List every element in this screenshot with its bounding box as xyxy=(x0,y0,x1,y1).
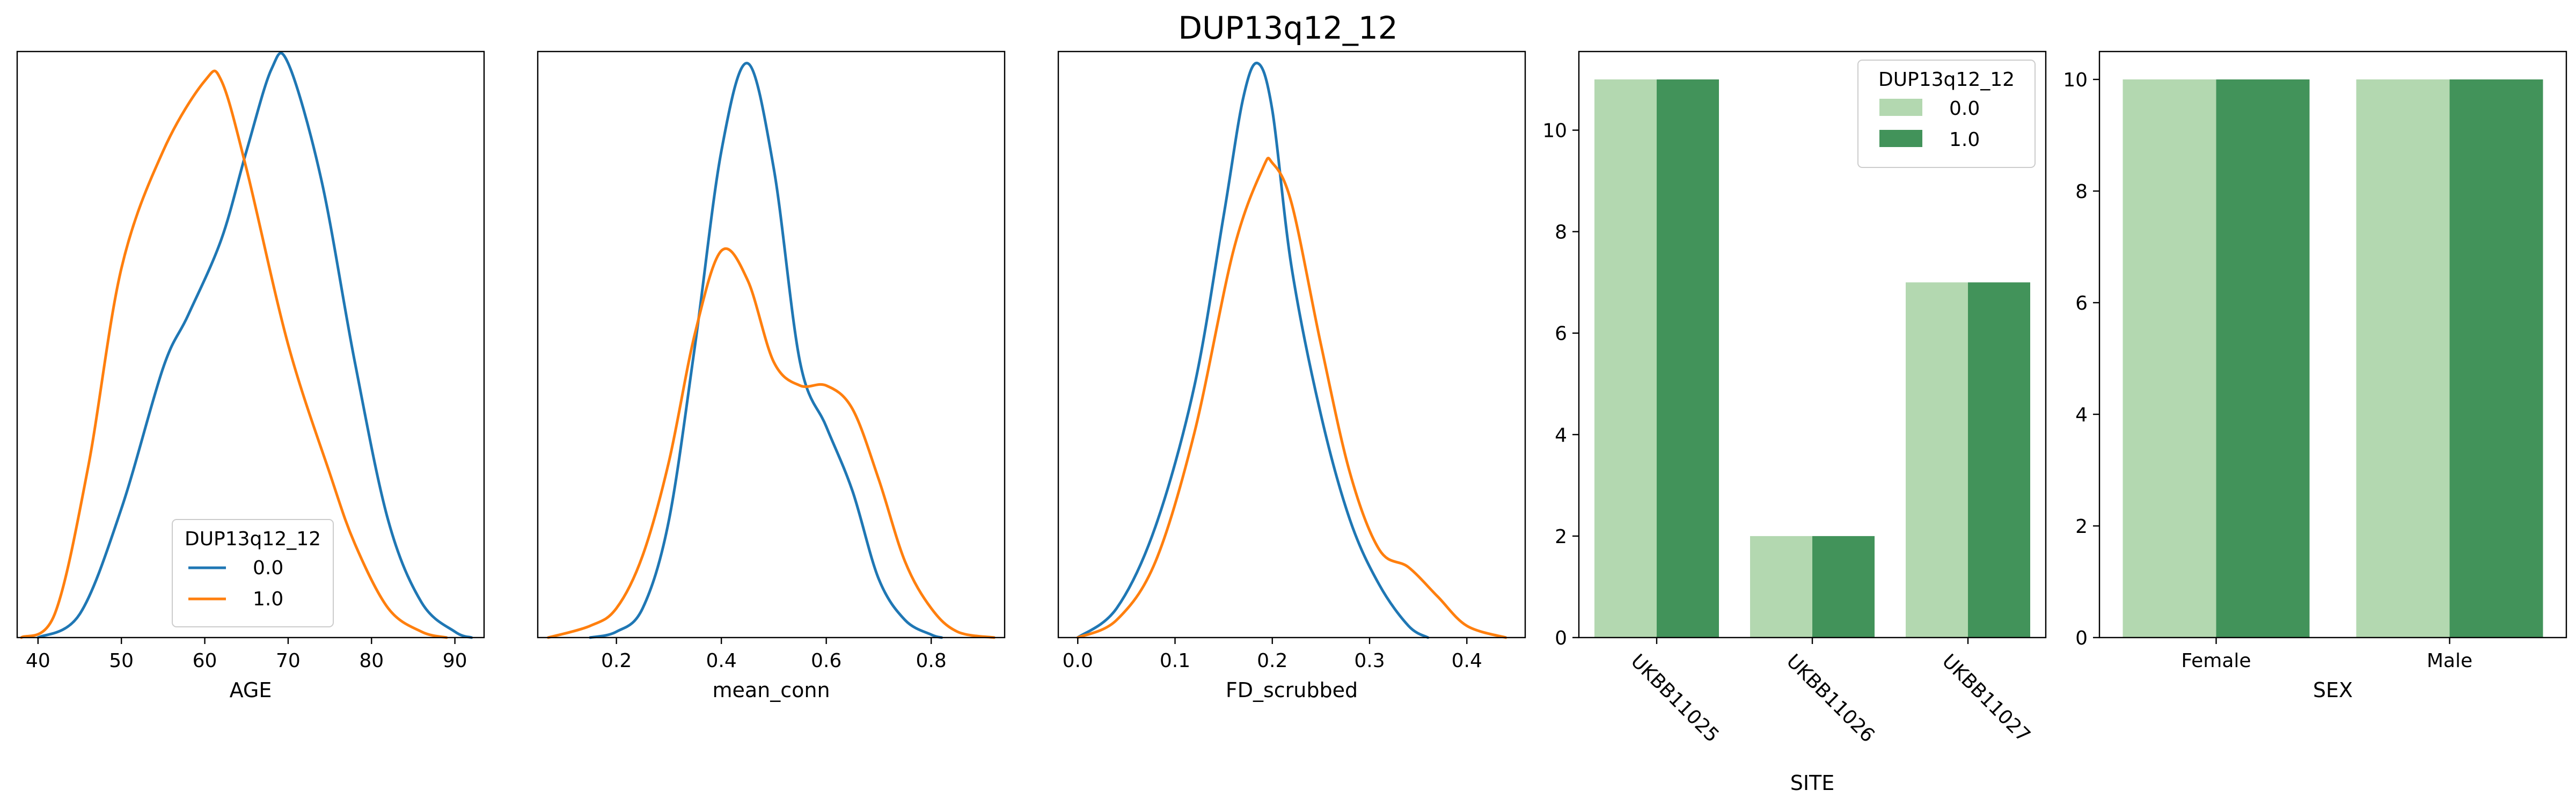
y-tick-label: 4 xyxy=(1555,425,1567,447)
x-tick-label: 70 xyxy=(276,650,301,672)
bar-1-0 xyxy=(2449,79,2543,638)
legend-swatch-1-0 xyxy=(1879,130,1922,147)
legend-title: DUP13q12_12 xyxy=(1878,69,2015,91)
x-tick-label: 0.4 xyxy=(706,650,737,672)
age-kde-panel: 40 50 60 70 80 90 AGE DUP13q12_12 0.0 1.0 xyxy=(16,50,485,702)
x-tick-label: 40 xyxy=(26,650,50,672)
y-tick-label: 10 xyxy=(2063,69,2088,91)
x-tick-label: 50 xyxy=(109,650,134,672)
site-bar-panel: 0 2 4 6 8 10 UKBB11025 UKBB11026 UKBB11027 SITE DU… xyxy=(1542,50,2047,795)
legend-label: 1.0 xyxy=(1949,129,1980,151)
x-axis-label: FD_scrubbed xyxy=(1226,678,1358,702)
bar-0-0 xyxy=(1906,282,1968,638)
x-tick-label: Female xyxy=(2181,650,2251,672)
x-tick-label: 0.8 xyxy=(916,650,947,672)
x-tick-label: UKBB11025 xyxy=(1627,650,1723,747)
fd-scrubbed-kde-panel: 0.0 0.1 0.2 0.3 0.4 FD_scrubbed xyxy=(1057,50,1526,702)
x-tick-label: 0.6 xyxy=(811,650,841,672)
x-tick-label: 0.3 xyxy=(1354,650,1385,672)
bar-0-0 xyxy=(1594,79,1657,638)
legend-label: 0.0 xyxy=(253,557,283,579)
kde-line-1-0 xyxy=(547,247,996,639)
mean-conn-kde-panel: 0.2 0.4 0.6 0.8 mean_conn xyxy=(537,50,1006,702)
x-tick-label: UKBB11027 xyxy=(1938,650,2035,747)
y-tick-label: 0 xyxy=(1555,627,1567,649)
kde-line-1-0 xyxy=(1076,157,1507,639)
figure-title: DUP13q12_12 xyxy=(1178,10,1397,46)
x-axis-label: SITE xyxy=(1790,771,1835,795)
y-tick-label: 8 xyxy=(1555,222,1567,244)
legend-label: 1.0 xyxy=(253,588,283,610)
bar-0-0 xyxy=(2123,79,2216,638)
bar-1-0 xyxy=(1968,282,2030,638)
x-tick-label: 60 xyxy=(193,650,217,672)
kde-line-0-0 xyxy=(589,62,943,639)
legend-title: DUP13q12_12 xyxy=(185,528,321,550)
axes-frame xyxy=(2098,50,2567,639)
y-tick-label: 10 xyxy=(1542,120,1567,142)
axes-frame xyxy=(1057,50,1526,639)
y-tick-label: 8 xyxy=(2075,181,2088,203)
x-tick-label: UKBB11026 xyxy=(1782,650,1879,747)
x-tick-label: 0.2 xyxy=(601,650,632,672)
kde-line-0-0 xyxy=(36,52,473,639)
bar-0-0 xyxy=(2356,79,2450,638)
bar-0-0 xyxy=(1750,536,1812,638)
y-tick-label: 2 xyxy=(2075,516,2088,538)
kde-line-1-0 xyxy=(20,69,448,639)
bar-1-0 xyxy=(2216,79,2310,638)
axes-frame xyxy=(16,50,485,639)
x-tick-label: Male xyxy=(2427,650,2472,672)
kde-line-0-0 xyxy=(1076,62,1430,639)
x-tick-label: 80 xyxy=(359,650,384,672)
axes-frame xyxy=(537,50,1006,639)
x-tick-label: 0.4 xyxy=(1452,650,1482,672)
x-axis-label: mean_conn xyxy=(712,678,830,702)
y-tick-label: 6 xyxy=(1555,323,1567,345)
y-tick-label: 4 xyxy=(2075,404,2088,426)
x-tick-label: 90 xyxy=(443,650,467,672)
x-axis-label: AGE xyxy=(230,678,272,702)
y-tick-label: 0 xyxy=(2075,627,2088,649)
x-tick-label: 0.2 xyxy=(1257,650,1287,672)
legend-swatch-0-0 xyxy=(1879,99,1922,116)
sex-bar-panel: 0 2 4 6 8 10 Female Male SEX xyxy=(2063,50,2567,702)
bar-1-0 xyxy=(1812,536,1875,638)
legend-label: 0.0 xyxy=(1949,98,1980,120)
y-tick-label: 6 xyxy=(2075,292,2088,314)
x-tick-label: 0.1 xyxy=(1160,650,1190,672)
bar-1-0 xyxy=(1657,79,1719,638)
x-tick-label: 0.0 xyxy=(1063,650,1093,672)
y-tick-label: 2 xyxy=(1555,526,1567,548)
x-axis-label: SEX xyxy=(2313,678,2353,702)
